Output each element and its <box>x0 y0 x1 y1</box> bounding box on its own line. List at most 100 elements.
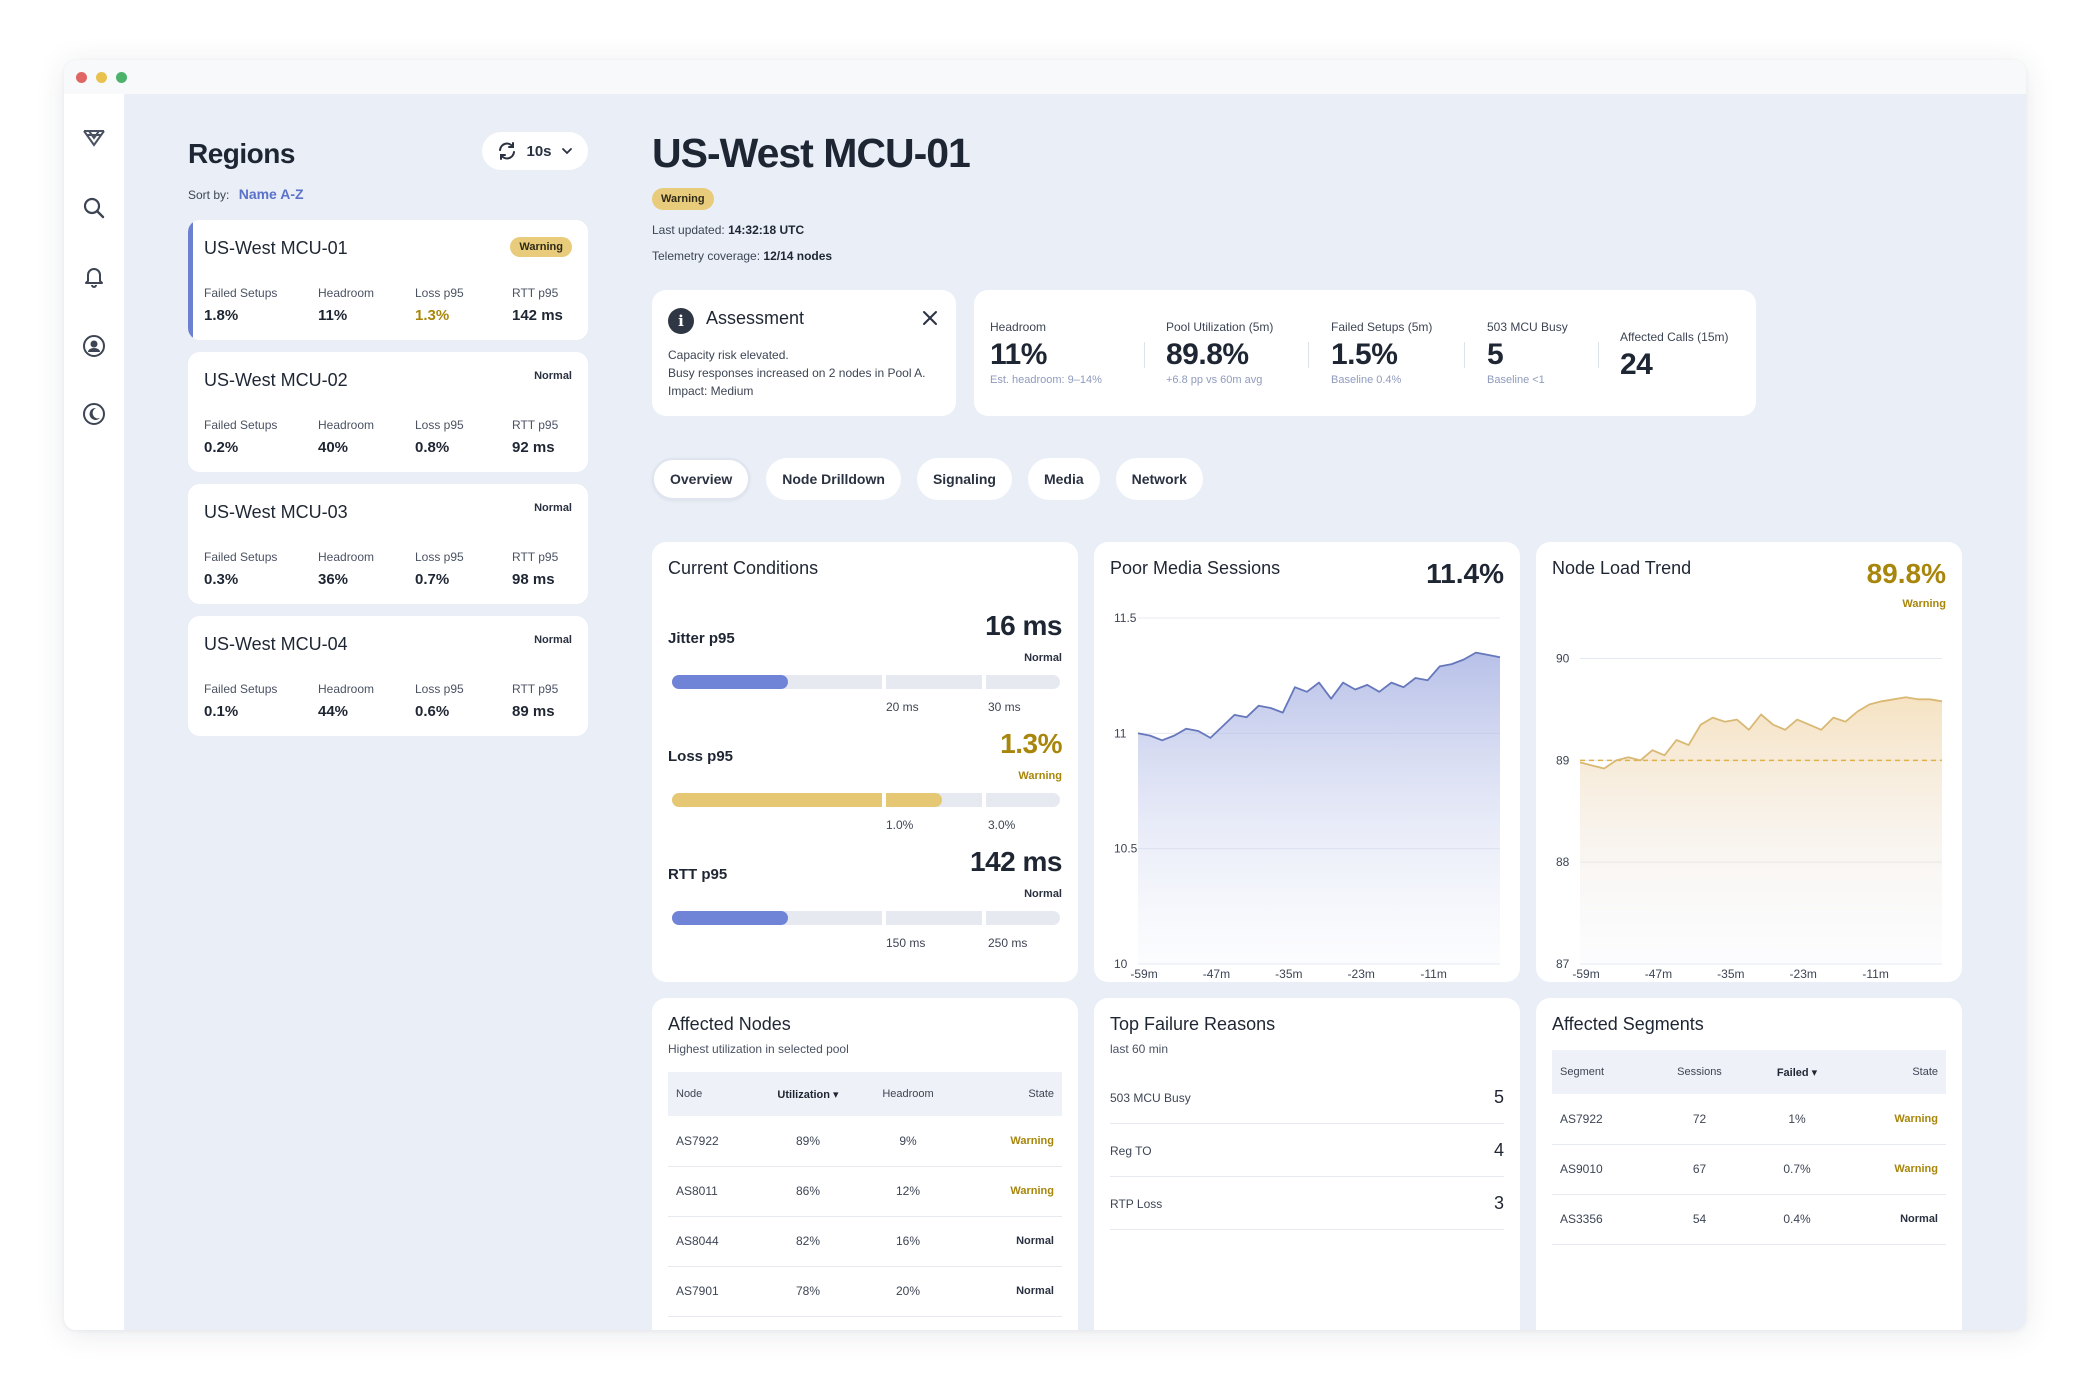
cell-failed: 1% <box>1747 1094 1847 1145</box>
metric-value: 0.1% <box>204 703 239 720</box>
failure-reasons-card: Top Failure Reasons last 60 min 503 MCU … <box>1094 998 1520 1330</box>
cell-node: AS7922 <box>668 1116 758 1167</box>
region-name: US-West MCU-04 <box>204 634 348 654</box>
metric-rtt: RTT p95 142 ms <box>512 286 572 324</box>
kpi-sub: +6.8 pp vs 60m avg <box>1166 374 1263 386</box>
metric-headroom: Headroom 44% <box>318 682 415 720</box>
y-tick-label: 11 <box>1114 726 1127 740</box>
table-row[interactable]: AS3356 54 0.4% Normal <box>1552 1194 1946 1245</box>
cell-state: Normal <box>958 1266 1062 1317</box>
node-load-value: 89.8% <box>1866 558 1946 589</box>
assessment-card: i Assessment Capacity risk elevated. Bus… <box>652 290 956 416</box>
table-header-row: Node Utilization ▾ Headroom State <box>668 1072 1062 1116</box>
y-tick-label: 88 <box>1556 855 1570 869</box>
close-window-button[interactable] <box>76 72 87 83</box>
column-header[interactable]: State <box>1847 1050 1946 1094</box>
metric-value: 36% <box>318 571 349 588</box>
column-header[interactable]: Node <box>668 1072 758 1116</box>
metric-label: Loss p95 <box>415 550 464 564</box>
sort-label: Sort by: <box>188 188 230 202</box>
cell-utilization: 82% <box>758 1216 858 1267</box>
cell-sessions: 67 <box>1652 1144 1747 1195</box>
kpi-label: Affected Calls (15m) <box>1620 330 1729 344</box>
cell-segment: AS3356 <box>1552 1194 1652 1245</box>
telemetry-coverage-label: Telemetry coverage: <box>652 249 761 263</box>
metric-value: 0.7% <box>415 571 450 588</box>
cell-node: AS8044 <box>668 1216 758 1267</box>
metric-value: 0.2% <box>204 439 239 456</box>
kpi-divider <box>1464 342 1465 368</box>
column-header-sorted[interactable]: Utilization ▾ <box>758 1072 858 1116</box>
refresh-interval-value: 10s <box>526 142 552 160</box>
bell-icon[interactable] <box>80 262 108 290</box>
loss-value: 1.3% <box>1000 728 1062 759</box>
tab-signaling[interactable]: Signaling <box>916 458 1012 500</box>
x-tick-label: -35m <box>1717 967 1744 981</box>
affected-nodes-table: Node Utilization ▾ Headroom State AS7922… <box>668 1072 1062 1317</box>
table-row[interactable]: AS8044 82% 16% Normal <box>668 1216 1062 1267</box>
card-title: Affected Segments <box>1552 1014 1704 1034</box>
search-icon[interactable] <box>80 194 108 222</box>
metric-value: 89 ms <box>512 703 555 720</box>
metric-failed-setups: Failed Setups 0.1% <box>204 682 318 720</box>
column-header[interactable]: Headroom <box>858 1072 958 1116</box>
kpi-sub: Baseline 0.4% <box>1331 374 1402 386</box>
table-row[interactable]: AS9010 67 0.7% Warning <box>1552 1144 1946 1195</box>
list-item[interactable]: Reg TO 4 <box>1110 1125 1504 1177</box>
logo-icon[interactable] <box>80 124 108 152</box>
info-icon: i <box>668 308 694 334</box>
list-item[interactable]: 503 MCU Busy 5 <box>1110 1072 1504 1124</box>
user-icon[interactable] <box>80 332 108 360</box>
maximize-window-button[interactable] <box>116 72 127 83</box>
x-tick-label: -11m <box>1420 967 1446 981</box>
metric-value: 44% <box>318 703 349 720</box>
kpi-label: Headroom <box>990 320 1047 334</box>
assessment-line: Busy responses increased on 2 nodes in P… <box>668 366 926 380</box>
sort-value-button[interactable]: Name A-Z <box>238 186 304 202</box>
cell-state: Warning <box>958 1116 1062 1167</box>
cell-sessions: 54 <box>1652 1194 1747 1245</box>
list-item[interactable]: RTP Loss 3 <box>1110 1178 1504 1230</box>
affected-segments-table: Segment Sessions Failed ▾ State AS7922 7… <box>1552 1050 1946 1245</box>
metric-loss: Loss p95 1.3% <box>415 286 512 324</box>
region-card[interactable]: US-West MCU-01 Warning Failed Setups 1.8% He… <box>188 220 588 340</box>
minimize-window-button[interactable] <box>96 72 107 83</box>
table-row[interactable]: AS7922 89% 9% Warning <box>668 1116 1062 1167</box>
tab-media[interactable]: Media <box>1027 458 1100 500</box>
column-header[interactable]: Sessions <box>1652 1050 1747 1094</box>
region-card[interactable]: US-West MCU-03 Normal Failed Setups 0.3% Hea… <box>188 484 588 604</box>
moon-icon[interactable] <box>80 400 108 428</box>
failure-reason-count: 4 <box>1493 1140 1504 1160</box>
metric-value: 0.8% <box>415 439 450 456</box>
column-header[interactable]: Segment <box>1552 1050 1652 1094</box>
tab-node-drilldown[interactable]: Node Drilldown <box>766 458 901 500</box>
column-header[interactable]: State <box>958 1072 1062 1116</box>
metric-failed-setups: Failed Setups 0.3% <box>204 550 318 588</box>
metric-failed-setups: Failed Setups 0.2% <box>204 418 318 456</box>
failure-reason-label: Reg TO <box>1110 1143 1152 1158</box>
region-card[interactable]: US-West MCU-04 Normal Failed Setups 0.1% Hea… <box>188 616 588 736</box>
refresh-interval-button[interactable]: 10s <box>482 132 588 170</box>
table-row[interactable]: AS7901 78% 20% Normal <box>668 1266 1062 1317</box>
loss-bar-fill-overflow <box>886 793 942 807</box>
table-row[interactable]: AS8011 86% 12% Warning <box>668 1166 1062 1217</box>
metric-failed-setups: Failed Setups 1.8% <box>204 286 318 324</box>
metric-label: RTT p95 <box>512 418 559 432</box>
sort-control: Sort by: Name A-Z <box>188 186 304 202</box>
tab-overview[interactable]: Overview <box>652 458 751 500</box>
table-row[interactable]: AS7922 72 1% Warning <box>1552 1094 1946 1145</box>
metric-value: 1.8% <box>204 307 239 324</box>
loss-label: Loss p95 <box>668 748 734 765</box>
y-tick-label: 11.5 <box>1114 611 1137 625</box>
region-metrics: Failed Setups 0.2% Headroom 40% Loss p95 0.8%… <box>204 418 572 456</box>
metric-loss: Loss p95 0.6% <box>415 682 512 720</box>
metric-label: Headroom <box>318 682 375 696</box>
tab-network[interactable]: Network <box>1115 458 1203 500</box>
close-icon[interactable] <box>918 306 942 330</box>
table-header-row: Segment Sessions Failed ▾ State <box>1552 1050 1946 1094</box>
bar-segment <box>986 675 1060 689</box>
rtt-label: RTT p95 <box>668 866 728 883</box>
metric-label: Headroom <box>318 550 375 564</box>
column-header-sorted[interactable]: Failed ▾ <box>1747 1050 1847 1094</box>
region-card[interactable]: US-West MCU-02 Normal Failed Setups 0.2% Hea… <box>188 352 588 472</box>
